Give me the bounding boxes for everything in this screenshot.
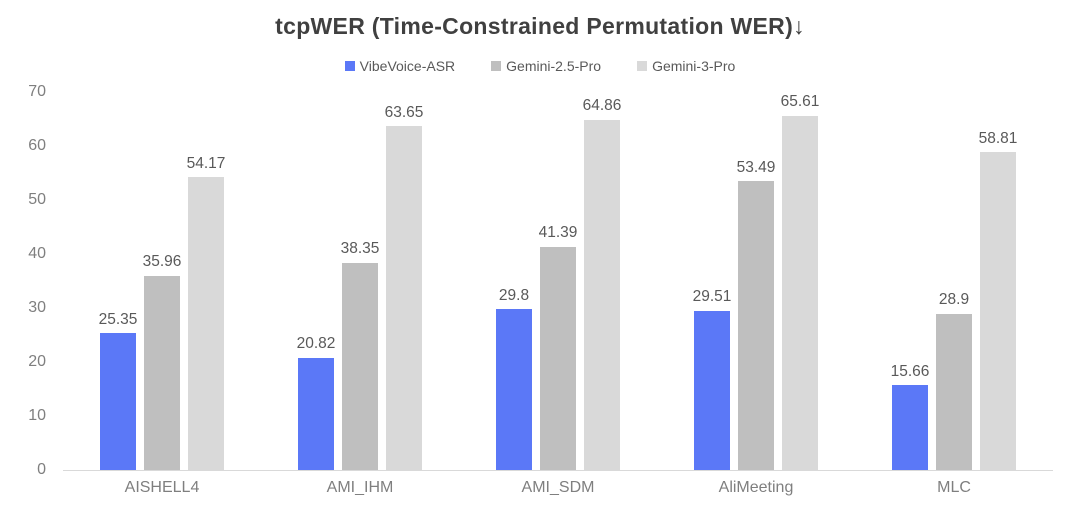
- y-axis-tick-label: 40: [28, 245, 46, 262]
- bar-slot: 58.81: [978, 92, 1018, 470]
- bar-value-label: 54.17: [186, 154, 226, 172]
- chart-title: tcpWER (Time-Constrained Permutation WER…: [275, 13, 805, 39]
- x-category-label: AMI_SDM: [521, 479, 595, 496]
- bar-slot: 64.86: [582, 92, 622, 470]
- bar-slot: 28.9: [936, 92, 972, 470]
- legend-label: Gemini-2.5-Pro: [506, 58, 602, 74]
- bar-value-label: 58.81: [978, 129, 1018, 147]
- bar: [694, 310, 730, 470]
- bar-value-label: 29.8: [498, 286, 530, 304]
- bar-value-label: 25.35: [98, 310, 138, 328]
- x-category-label: AISHELL4: [124, 479, 200, 496]
- bar-slot: 63.65: [384, 92, 424, 470]
- bar-slot: 41.39: [538, 92, 578, 470]
- y-axis-tick-label: 70: [28, 83, 46, 100]
- bar: [584, 119, 620, 470]
- bar-value-label: 35.96: [142, 253, 182, 271]
- bar-slot: 35.96: [142, 92, 182, 470]
- bar-slot: 20.82: [296, 92, 336, 470]
- bar-group: 25.35 35.96 54.17 AISHELL4: [63, 92, 261, 496]
- bar: [540, 246, 576, 470]
- bar-slot: 15.66: [890, 92, 930, 470]
- bar: [298, 357, 334, 470]
- bar-slot: 25.35: [98, 92, 138, 470]
- bar-group: 20.82 38.35 63.65 AMI_IHM: [261, 92, 459, 496]
- bar-group: 29.51 53.49 65.61 AliMeeting: [657, 92, 855, 495]
- bar: [980, 152, 1016, 470]
- bar-slot: 29.8: [496, 92, 532, 470]
- x-category-label: AliMeeting: [718, 479, 794, 496]
- bar: [188, 177, 224, 470]
- bar-value-label: 20.82: [296, 335, 336, 353]
- chart-legend: VibeVoice-ASR Gemini-2.5-Pro Gemini-3-Pro: [0, 58, 1080, 74]
- bar-value-label: 15.66: [890, 362, 930, 380]
- bar-slot: 38.35: [340, 92, 380, 470]
- legend-swatch: [344, 61, 355, 71]
- bar: [144, 275, 180, 470]
- y-axis: 0 10 20 30 40 50 60 70: [0, 84, 52, 478]
- bar-group: 15.66 28.9 58.81 MLC: [855, 92, 1053, 496]
- bar-value-label: 29.51: [692, 288, 732, 306]
- legend-item: VibeVoice-ASR: [344, 58, 456, 74]
- bar-slot: 29.51: [692, 92, 732, 470]
- y-axis-tick-label: 30: [28, 299, 46, 316]
- x-axis-line: [63, 470, 1053, 471]
- bar-slot: 65.61: [780, 92, 820, 470]
- x-category-label: MLC: [937, 479, 971, 496]
- bar-value-label: 63.65: [384, 103, 424, 121]
- legend-swatch: [491, 61, 502, 71]
- y-axis-tick-label: 20: [28, 353, 46, 370]
- legend-item: Gemini-2.5-Pro: [491, 58, 601, 74]
- bar: [386, 126, 422, 470]
- bar: [496, 309, 532, 470]
- y-axis-tick-label: 10: [28, 407, 46, 424]
- y-axis-tick-label: 0: [37, 461, 46, 478]
- bar: [342, 262, 378, 470]
- bar-slot: 54.17: [186, 92, 226, 470]
- y-axis-tick-label: 50: [28, 191, 46, 208]
- legend-label: VibeVoice-ASR: [359, 58, 456, 74]
- bar-value-label: 28.9: [938, 291, 970, 309]
- bar: [782, 115, 818, 470]
- bar-value-label: 53.49: [736, 158, 776, 176]
- plot-area: 25.35 35.96 54.17 AISHELL4 20.82 38.35 63.65 AM…: [63, 92, 1053, 496]
- bar: [936, 313, 972, 470]
- legend-item: Gemini-3-Pro: [637, 58, 735, 74]
- bar-group: 29.8 41.39 64.86 AMI_SDM: [459, 92, 657, 496]
- bar-value-label: 38.35: [340, 240, 380, 258]
- bar: [738, 181, 774, 470]
- x-category-label: AMI_IHM: [326, 479, 394, 496]
- bar-slot: 53.49: [736, 92, 776, 470]
- bar: [892, 385, 928, 470]
- y-axis-tick-label: 60: [28, 137, 46, 154]
- legend-label: Gemini-3-Pro: [652, 58, 736, 74]
- legend-swatch: [637, 61, 648, 71]
- bar: [100, 333, 136, 470]
- bar-value-label: 64.86: [582, 97, 622, 115]
- bar-value-label: 65.61: [780, 93, 820, 111]
- bar-value-label: 41.39: [538, 224, 578, 241]
